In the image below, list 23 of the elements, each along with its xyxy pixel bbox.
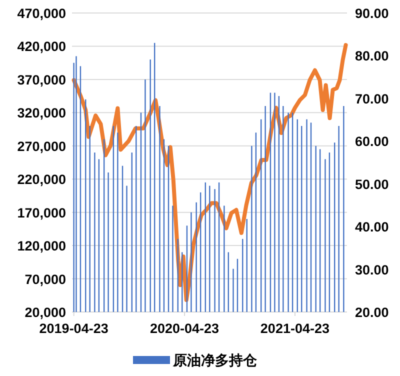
y-tick-label: 120,000 (17, 238, 66, 254)
y2-tick-label: 70.00 (355, 91, 389, 106)
y-tick-label: 270,000 (17, 138, 66, 154)
x-tick-label: 2021-04-23 (260, 321, 330, 336)
y2-tick-label: 20.00 (355, 305, 389, 320)
legend-label: 原油净多持仓 (172, 352, 258, 368)
legend: 原油净多持仓 (133, 352, 257, 368)
y-tick-label: 70,000 (24, 272, 66, 287)
y-tick-label: 20,000 (24, 305, 66, 320)
y-tick-label: 420,000 (17, 39, 66, 54)
y2-tick-label: 60.00 (355, 134, 389, 150)
y2-tick-label: 50.00 (355, 176, 389, 192)
y-tick-label: 470,000 (17, 6, 66, 21)
y2-tick-label: 40.00 (355, 220, 389, 235)
y2-tick-label: 90.00 (355, 6, 389, 21)
y-tick-label: 370,000 (17, 72, 66, 88)
y2-tick-label: 80.00 (355, 48, 389, 64)
y-tick-label: 170,000 (17, 205, 66, 220)
y-tick-label: 220,000 (17, 172, 66, 188)
x-tick-label: 2020-04-23 (150, 321, 220, 336)
y2-tick-label: 30.00 (355, 262, 389, 278)
y-tick-label: 320,000 (17, 106, 66, 121)
x-tick-label: 2019-04-23 (39, 321, 109, 336)
